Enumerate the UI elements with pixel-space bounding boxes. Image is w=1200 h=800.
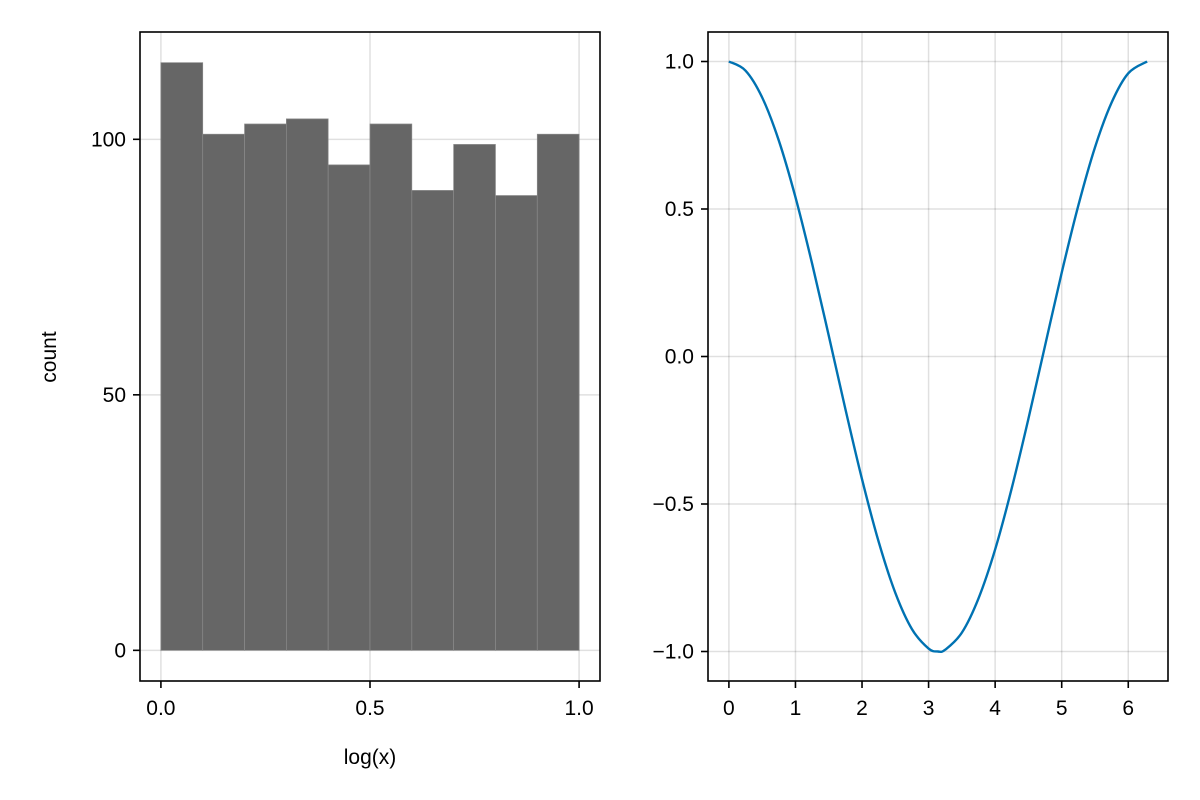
line-plot-y-tick-label: 0.0: [665, 346, 694, 369]
line-plot-x-tick-label: 5: [1056, 697, 1068, 720]
histogram-bars: [160, 62, 580, 651]
histogram-x-ticks: 0.0 0.5 1.0: [146, 681, 594, 720]
line-plot-x-tick-label: 6: [1122, 697, 1134, 720]
histogram-x-tick-label: 1.0: [564, 697, 593, 720]
line-plot-y-ticks: 1.0 0.5 0.0 −0.5 −1.0: [653, 51, 708, 664]
histogram-bar: [286, 118, 329, 651]
histogram-x-tick-label: 0.0: [146, 697, 175, 720]
histogram-y-tick-label: 0: [114, 639, 126, 662]
histogram-bar: [369, 123, 413, 651]
histogram-bar: [327, 164, 371, 651]
line-plot-y-tick-label: −0.5: [653, 493, 694, 516]
line-plot-x-tick-label: 2: [856, 697, 868, 720]
histogram-y-ticks: 0 50 100: [91, 128, 140, 662]
line-plot-y-tick-label: 1.0: [665, 51, 694, 74]
histogram-bar: [453, 144, 496, 651]
line-plot-x-tick-label: 3: [923, 697, 935, 720]
line-plot-x-tick-label: 4: [989, 697, 1001, 720]
histogram-y-axis-label: count: [38, 331, 61, 383]
line-plot-x-ticks: 0 1 2 3 4 5 6: [723, 681, 1134, 720]
histogram-y-tick-label: 50: [103, 384, 126, 407]
histogram-bar: [411, 190, 454, 651]
line-plot-x-tick-label: 1: [790, 697, 802, 720]
cosine-curve: [728, 60, 1148, 654]
line-plot-y-tick-label: 0.5: [665, 198, 694, 221]
histogram-bar: [495, 195, 538, 651]
line-plot-panel: 0 1 2 3 4 5 6 1.0 0.5 0.0 −0.5 −1.0: [653, 31, 1169, 720]
histogram-panel: 0.0 0.5 1.0 0 50 100 log(x) count: [38, 31, 601, 769]
histogram-y-tick-label: 100: [91, 128, 126, 151]
histogram-x-tick-label: 0.5: [355, 697, 384, 720]
histogram-bar: [244, 123, 287, 651]
line-plot-x-tick-label: 0: [723, 697, 735, 720]
histogram-bar: [536, 133, 580, 651]
histogram-bar: [202, 133, 245, 651]
histogram-x-axis-label: log(x): [344, 746, 397, 769]
line-plot-y-tick-label: −1.0: [653, 641, 694, 664]
histogram-bar: [160, 62, 204, 651]
